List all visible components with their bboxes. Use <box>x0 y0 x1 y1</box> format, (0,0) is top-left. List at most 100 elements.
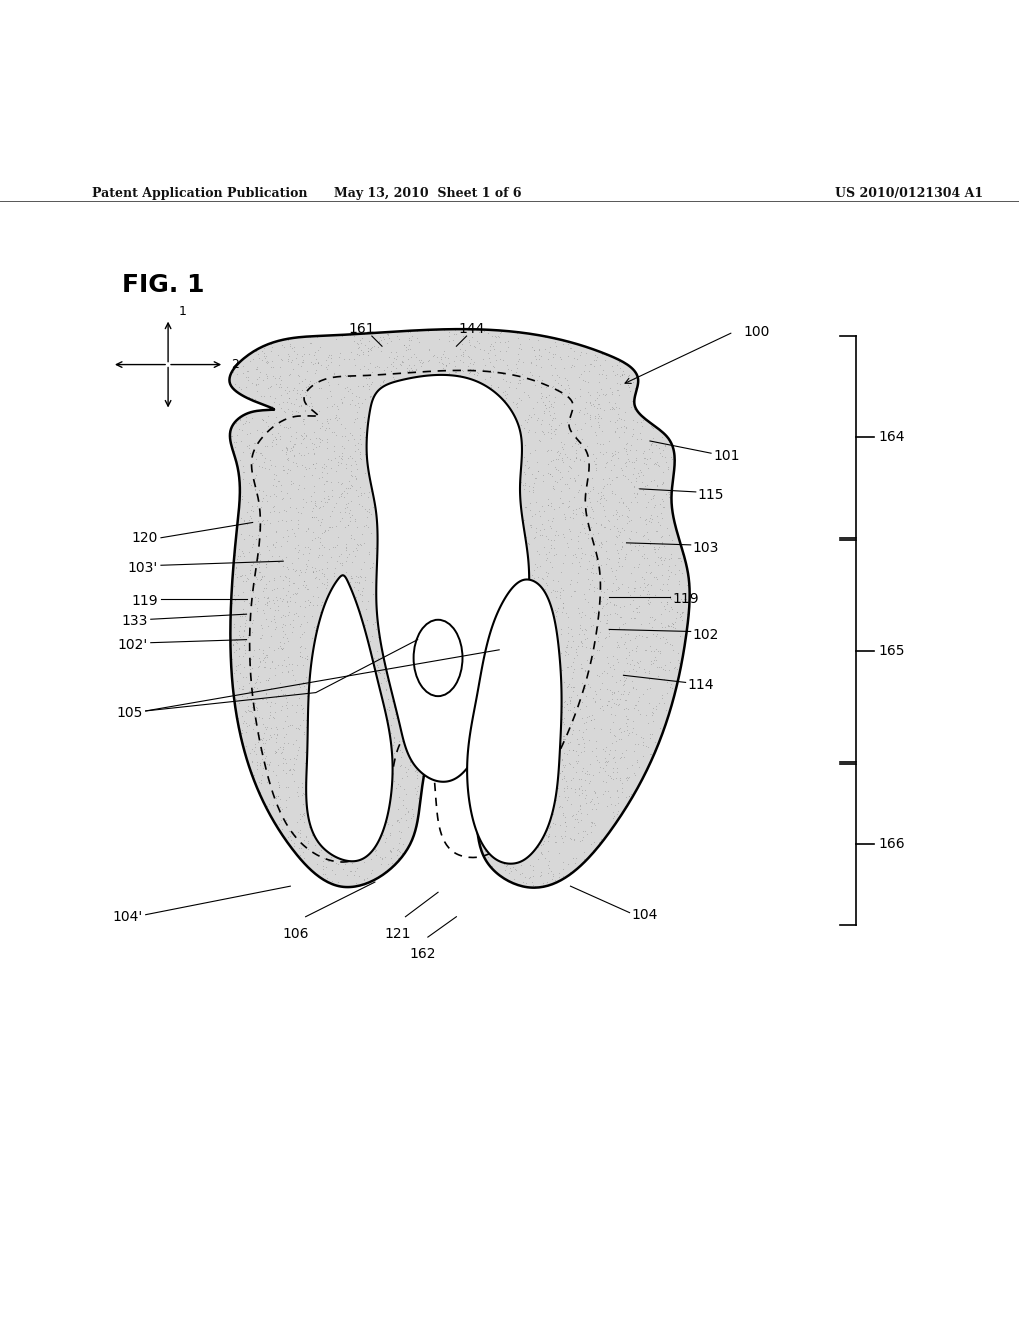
Point <box>436 638 453 659</box>
Point <box>319 693 336 714</box>
Point <box>470 479 486 500</box>
Point <box>258 688 274 709</box>
Point <box>528 540 545 561</box>
Point <box>506 869 522 890</box>
Point <box>426 669 442 690</box>
Point <box>460 495 476 516</box>
Point <box>436 644 453 665</box>
Point <box>427 393 443 414</box>
Point <box>295 408 311 429</box>
Point <box>356 444 373 465</box>
Point <box>269 725 286 746</box>
Point <box>420 351 436 372</box>
Point <box>540 727 556 748</box>
Point <box>493 605 509 626</box>
Point <box>544 465 560 486</box>
Point <box>283 351 299 372</box>
Point <box>500 715 516 737</box>
Point <box>308 566 325 587</box>
Point <box>455 635 471 656</box>
Point <box>537 338 553 359</box>
Point <box>330 809 346 830</box>
Point <box>584 705 600 726</box>
Point <box>605 645 622 667</box>
Point <box>615 595 632 616</box>
Point <box>381 744 397 766</box>
Point <box>565 499 582 520</box>
Point <box>477 795 494 816</box>
Point <box>504 455 520 477</box>
Point <box>673 606 689 627</box>
Point <box>423 457 439 478</box>
Point <box>253 614 269 635</box>
Point <box>285 758 301 779</box>
Point <box>591 393 607 414</box>
Point <box>408 396 424 417</box>
Point <box>375 619 391 640</box>
Point <box>603 383 620 404</box>
Point <box>371 528 387 549</box>
Point <box>440 446 457 467</box>
Point <box>620 498 636 519</box>
Point <box>383 841 399 862</box>
Text: 104: 104 <box>632 908 658 921</box>
Point <box>597 741 613 762</box>
Point <box>301 396 317 417</box>
Point <box>294 772 310 793</box>
Point <box>591 405 607 426</box>
Point <box>483 376 500 397</box>
Point <box>487 585 504 606</box>
Point <box>411 775 427 796</box>
Point <box>489 503 506 524</box>
Point <box>622 642 638 663</box>
Point <box>252 442 268 463</box>
Point <box>306 619 323 640</box>
Point <box>389 503 406 524</box>
Point <box>275 738 292 759</box>
Point <box>626 458 642 479</box>
Point <box>480 609 497 630</box>
Point <box>297 576 313 597</box>
Point <box>245 645 261 667</box>
Point <box>306 694 323 715</box>
Point <box>309 832 326 853</box>
Point <box>494 491 510 512</box>
Point <box>373 330 389 351</box>
Point <box>542 337 558 358</box>
Point <box>620 447 636 469</box>
Point <box>380 457 396 478</box>
Point <box>583 710 599 731</box>
Point <box>349 540 366 561</box>
Point <box>265 795 282 816</box>
Point <box>429 389 445 411</box>
Point <box>521 385 538 407</box>
Point <box>516 409 532 430</box>
Point <box>386 635 402 656</box>
Point <box>547 870 563 891</box>
Point <box>364 557 380 578</box>
Point <box>329 409 345 430</box>
Point <box>251 556 267 577</box>
Point <box>342 454 358 475</box>
Point <box>278 614 294 635</box>
Point <box>453 601 469 622</box>
Point <box>418 645 434 667</box>
Point <box>303 746 319 767</box>
Point <box>515 368 531 389</box>
Point <box>326 688 342 709</box>
Point <box>348 614 365 635</box>
Point <box>373 553 389 574</box>
Point <box>353 333 370 354</box>
Point <box>355 407 372 428</box>
Point <box>408 572 424 593</box>
Point <box>406 565 422 586</box>
Point <box>368 821 384 842</box>
Point <box>361 785 378 807</box>
Point <box>440 378 457 399</box>
Point <box>372 628 388 649</box>
Point <box>370 496 386 517</box>
Point <box>549 471 565 492</box>
Point <box>360 502 377 523</box>
Point <box>264 475 281 496</box>
Point <box>506 642 522 663</box>
